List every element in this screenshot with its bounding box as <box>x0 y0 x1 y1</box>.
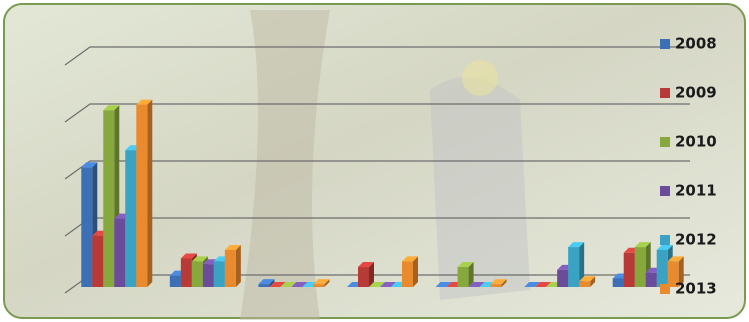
legend-swatch <box>660 39 670 49</box>
bar <box>645 272 657 287</box>
photo-trunk <box>240 10 330 320</box>
bar-top <box>490 279 507 285</box>
bar-top <box>258 279 275 285</box>
bar-side <box>579 242 585 287</box>
bar-top <box>224 244 241 250</box>
bar-top <box>457 262 474 268</box>
bar-top <box>280 282 297 287</box>
bar-top <box>380 282 396 287</box>
grid-line <box>64 103 690 123</box>
bar <box>557 269 569 287</box>
bar-side <box>147 99 153 287</box>
bar-side <box>678 256 684 287</box>
bar <box>92 235 104 287</box>
bar-top <box>535 282 552 287</box>
bar-top <box>291 282 308 287</box>
bar <box>634 247 646 287</box>
bar <box>202 264 214 287</box>
bar <box>457 267 469 287</box>
bar-top <box>656 244 673 250</box>
bar-side <box>324 279 330 287</box>
bar-top <box>634 242 651 248</box>
bar <box>191 261 203 287</box>
bar-side <box>235 244 241 287</box>
bar-top <box>358 262 374 268</box>
bar-side <box>369 262 374 287</box>
bar <box>125 150 137 287</box>
legend-swatch <box>660 284 670 294</box>
grid-line <box>64 46 690 66</box>
bar <box>402 261 413 287</box>
bar-side <box>413 256 418 287</box>
bar-side <box>590 276 596 287</box>
photo-figure <box>430 77 530 300</box>
legend-label: 2009 <box>675 84 717 102</box>
bar <box>114 218 126 287</box>
bar-top <box>269 282 286 287</box>
bar-top <box>191 256 208 262</box>
bar-side <box>468 262 474 287</box>
bar-side <box>269 279 275 287</box>
bar-top <box>568 242 585 248</box>
grid-line <box>64 160 690 180</box>
bar <box>136 104 148 287</box>
bar <box>81 167 93 287</box>
bar-top <box>468 282 485 287</box>
bar <box>568 247 580 287</box>
bar <box>358 267 369 287</box>
legend-label: 2011 <box>675 182 717 200</box>
legend-swatch <box>660 186 670 196</box>
legend-label: 2008 <box>675 35 717 53</box>
bar-top <box>103 105 120 111</box>
bar <box>224 249 236 287</box>
bar <box>623 252 635 287</box>
bar-top <box>136 99 153 105</box>
bar <box>180 258 192 287</box>
legend-swatch <box>660 88 670 98</box>
bar-top <box>579 276 596 282</box>
legend-swatch <box>660 235 670 245</box>
bar <box>103 110 115 287</box>
photo-helmet <box>462 60 498 96</box>
bar-top <box>524 282 541 287</box>
bar-top <box>435 282 452 287</box>
bar-top <box>180 253 197 259</box>
legend-label: 2012 <box>675 231 717 249</box>
legend-label: 2013 <box>675 280 717 298</box>
bar-top <box>313 279 330 285</box>
bar-top <box>81 162 98 168</box>
bar-top <box>667 256 684 262</box>
bar-side <box>501 279 507 287</box>
bar <box>213 261 225 287</box>
bar-top <box>402 256 418 262</box>
bar-top <box>369 282 385 287</box>
bar <box>169 275 181 287</box>
bar <box>313 284 325 287</box>
legend-label: 2010 <box>675 133 717 151</box>
bar <box>490 284 502 287</box>
bar <box>656 249 668 287</box>
bar <box>667 261 679 287</box>
bar <box>579 281 591 287</box>
legend-swatch <box>660 137 670 147</box>
bar <box>612 278 624 287</box>
bar <box>258 284 270 287</box>
